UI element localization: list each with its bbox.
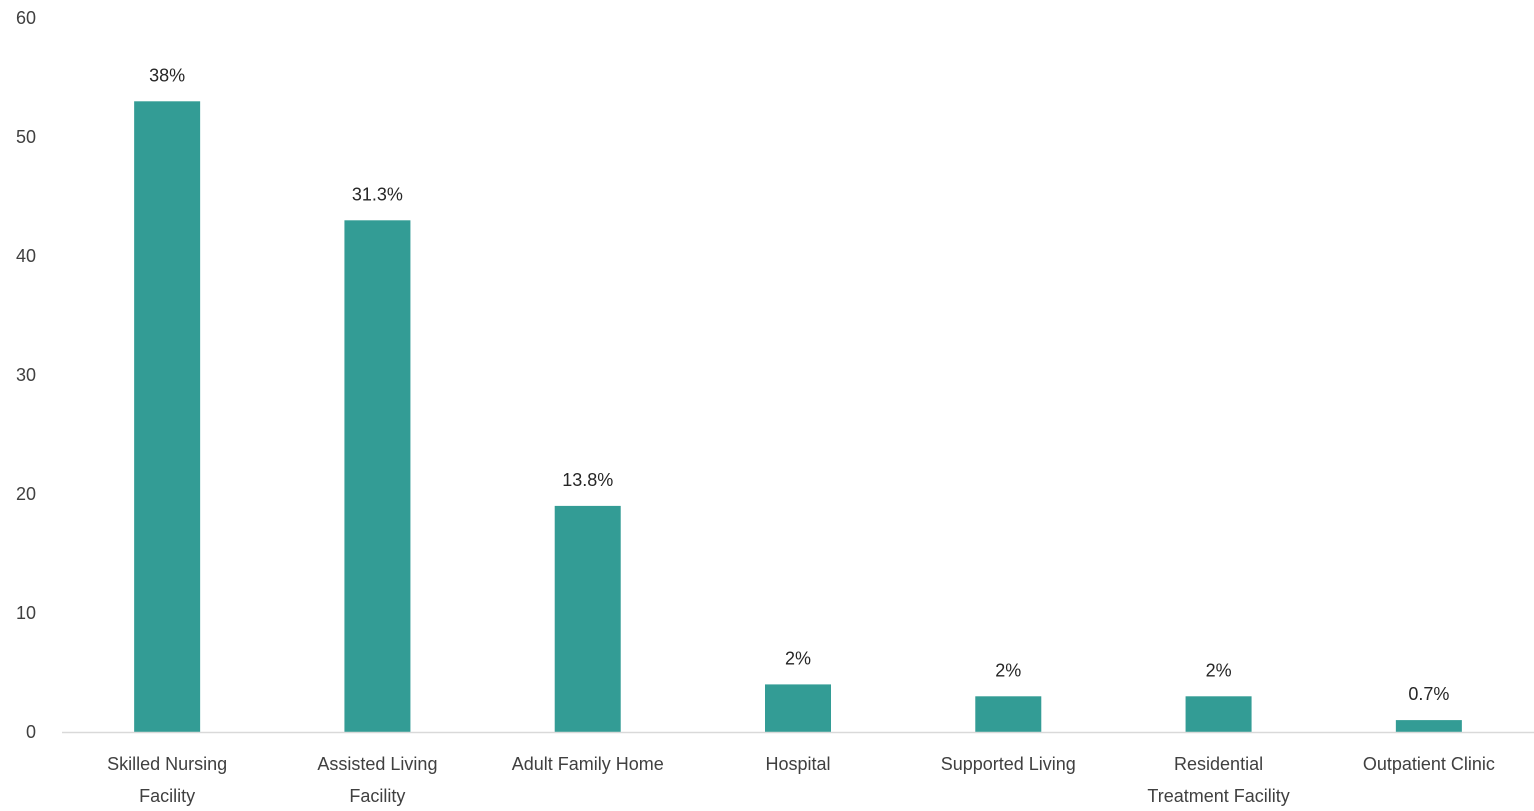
category-label: Outpatient Clinic (1363, 754, 1495, 774)
data-label: 2% (1206, 660, 1232, 680)
y-tick-label: 40 (16, 246, 36, 266)
data-label: 2% (995, 660, 1021, 680)
category-label: Supported Living (941, 754, 1076, 774)
y-tick-label: 0 (26, 722, 36, 742)
category-label: Facility (139, 786, 195, 806)
bar (1185, 696, 1252, 732)
bar (975, 696, 1042, 732)
category-labels-group: Skilled Nursing Facility Assisted Living Fa… (107, 754, 1495, 806)
bar (134, 101, 201, 733)
category-label: Hospital (765, 754, 830, 774)
bar (1395, 720, 1462, 732)
category-label: Adult Family Home (512, 754, 664, 774)
category-label: Residential (1174, 754, 1263, 774)
y-tick-label: 50 (16, 127, 36, 147)
category-label: Skilled Nursing (107, 754, 227, 774)
data-label: 13.8% (562, 470, 613, 490)
category-label: Treatment Facility (1147, 786, 1289, 806)
data-label: 2% (785, 648, 811, 668)
data-label: 38% (149, 65, 185, 85)
y-tick-label: 30 (16, 365, 36, 385)
data-label: 0.7% (1408, 684, 1449, 704)
category-label: Assisted Living (317, 754, 437, 774)
bars-group (134, 101, 1462, 733)
y-tick-label: 10 (16, 603, 36, 623)
y-axis-ticks: 0 10 20 30 40 50 60 (16, 8, 36, 742)
y-tick-label: 20 (16, 484, 36, 504)
data-label: 31.3% (352, 184, 403, 204)
bar (765, 684, 831, 732)
category-label: Facility (349, 786, 405, 806)
bar (344, 220, 411, 733)
y-tick-label: 60 (16, 8, 36, 28)
data-labels-group: 38% 31.3% 13.8% 2% 2% 2% 0.7% (149, 65, 1449, 704)
bar (554, 505, 621, 732)
